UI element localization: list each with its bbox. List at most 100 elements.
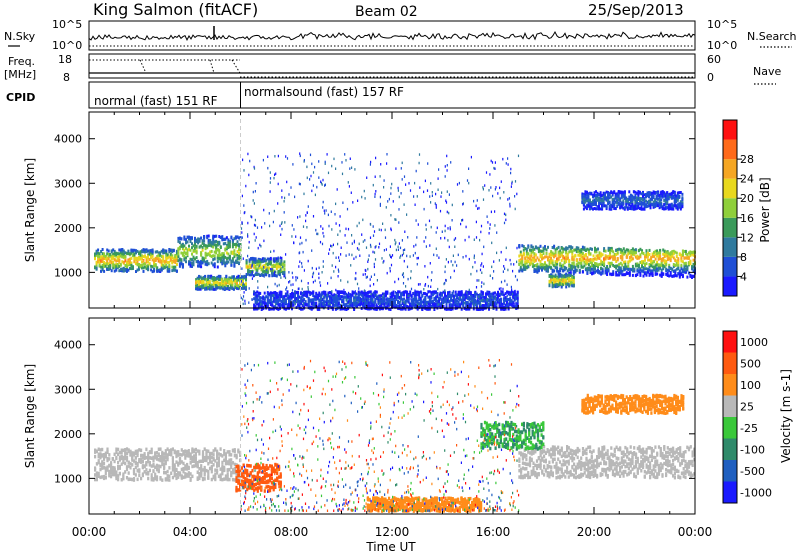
power-cell — [100, 250, 103, 253]
power-cell — [257, 260, 260, 264]
power-cell — [418, 298, 421, 302]
power-cell — [651, 195, 654, 199]
power-cell — [113, 253, 116, 257]
power-cell — [188, 260, 190, 264]
power-cell — [237, 278, 240, 282]
power-cell — [254, 307, 257, 311]
power-cell — [222, 261, 225, 265]
power-cell — [222, 287, 225, 291]
power-cell — [565, 275, 568, 279]
power-cell — [655, 194, 658, 198]
power-cell — [486, 292, 489, 296]
power-cell — [550, 275, 553, 278]
power-cell — [377, 295, 380, 298]
power-cell — [151, 265, 154, 269]
power-cell — [389, 302, 392, 306]
power-cell — [121, 267, 124, 271]
power-cell — [213, 287, 216, 291]
power-cell — [278, 293, 281, 296]
power-cell — [288, 305, 290, 309]
power-cell — [375, 290, 378, 294]
power-cell — [610, 261, 613, 265]
power-cell — [104, 264, 107, 268]
power-cell — [215, 251, 218, 255]
power-cell — [362, 292, 365, 295]
power-cell — [556, 257, 559, 261]
power-cell — [456, 293, 459, 297]
power-cell — [163, 249, 166, 253]
power-cell — [580, 253, 583, 257]
power-cell — [628, 256, 631, 259]
power-cell — [194, 249, 196, 253]
power-cell — [524, 262, 527, 266]
power-cell — [637, 249, 640, 253]
power-cell — [507, 304, 510, 308]
power-cell — [569, 245, 572, 249]
power-cell — [594, 248, 596, 252]
power-cell — [281, 301, 284, 305]
power-cell — [486, 298, 489, 302]
power-cell — [661, 195, 664, 199]
power-cell — [469, 303, 472, 307]
power-cell — [629, 200, 632, 204]
power-cell — [139, 255, 142, 259]
power-cell — [602, 199, 605, 203]
power-cell — [253, 297, 256, 301]
power-cell — [681, 270, 684, 274]
power-cell — [229, 276, 232, 280]
power-cell — [643, 207, 646, 211]
power-cell — [544, 266, 546, 270]
power-cell — [595, 254, 598, 258]
power-cell — [581, 196, 584, 199]
power-cell — [242, 257, 244, 260]
power-cell — [185, 256, 187, 260]
power-cell — [189, 261, 192, 265]
power-cell — [415, 300, 418, 304]
power-cell — [642, 197, 644, 201]
power-cell — [147, 249, 150, 253]
power-cell — [230, 235, 233, 239]
power-cell — [331, 296, 334, 300]
power-cell — [210, 241, 213, 245]
power-cell — [462, 293, 465, 297]
power-cell — [262, 257, 265, 261]
power-cell — [101, 268, 104, 272]
power-cell — [560, 264, 563, 268]
power-cell — [398, 296, 401, 300]
freq-panel: Freq. [MHz] 18 8 60 0 Nave — [4, 53, 781, 85]
power-cell — [301, 292, 304, 295]
power-cell — [366, 291, 369, 295]
power-cell — [498, 259, 500, 262]
power-cell — [632, 196, 635, 200]
power-cell — [592, 207, 594, 211]
power-cell — [150, 249, 153, 253]
power-cell — [505, 246, 507, 250]
power-cell — [678, 202, 681, 206]
power-cell — [189, 240, 192, 244]
power-cell — [116, 259, 119, 262]
power-cell — [607, 267, 610, 271]
power-cell — [501, 304, 504, 308]
power-cell — [219, 236, 222, 239]
power-cell — [670, 205, 673, 209]
power-cell — [397, 290, 400, 294]
power-cell — [597, 247, 599, 251]
power-cell — [513, 293, 516, 297]
power-cell — [474, 301, 477, 305]
power-cell — [236, 235, 239, 239]
power-cell — [106, 248, 109, 252]
power-cell — [456, 183, 459, 186]
power-cell — [562, 254, 565, 258]
power-cell — [569, 249, 572, 253]
power-cell — [321, 301, 324, 305]
power-cell — [424, 295, 427, 299]
power-cell — [648, 263, 651, 266]
power-cell — [689, 262, 692, 266]
power-cell — [366, 293, 369, 297]
power-cell — [228, 242, 231, 246]
power-cell — [124, 264, 127, 267]
power-cell — [415, 303, 418, 307]
power-cell — [466, 307, 469, 311]
power-cell — [210, 261, 213, 265]
power-cell — [642, 251, 645, 255]
